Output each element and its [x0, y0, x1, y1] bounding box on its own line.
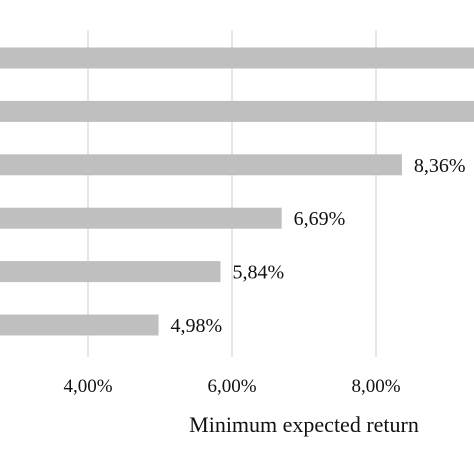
bar — [0, 261, 221, 283]
x-tick-label: 6,00% — [207, 376, 256, 397]
bar — [0, 314, 159, 336]
bar — [0, 207, 282, 229]
x-tick-layer: 4,00% 6,00% 8,00% — [63, 376, 400, 397]
grid-layer — [87, 30, 377, 357]
x-axis-title: Minimum expected return — [189, 412, 419, 437]
bar — [0, 100, 474, 122]
bar — [0, 47, 474, 69]
bar-value-label: 6,69% — [294, 208, 346, 230]
bar-value-label: 4,98% — [171, 315, 223, 337]
bar-value-label: 8,36% — [414, 155, 466, 177]
bar-value-label: 5,84% — [232, 262, 284, 284]
data-label-layer: 8,36% 6,69% 5,84% 4,98% — [171, 155, 466, 337]
x-tick-label: 8,00% — [351, 376, 400, 397]
bar — [0, 154, 402, 176]
bar-layer — [0, 47, 474, 336]
x-tick-label: 4,00% — [63, 376, 112, 397]
